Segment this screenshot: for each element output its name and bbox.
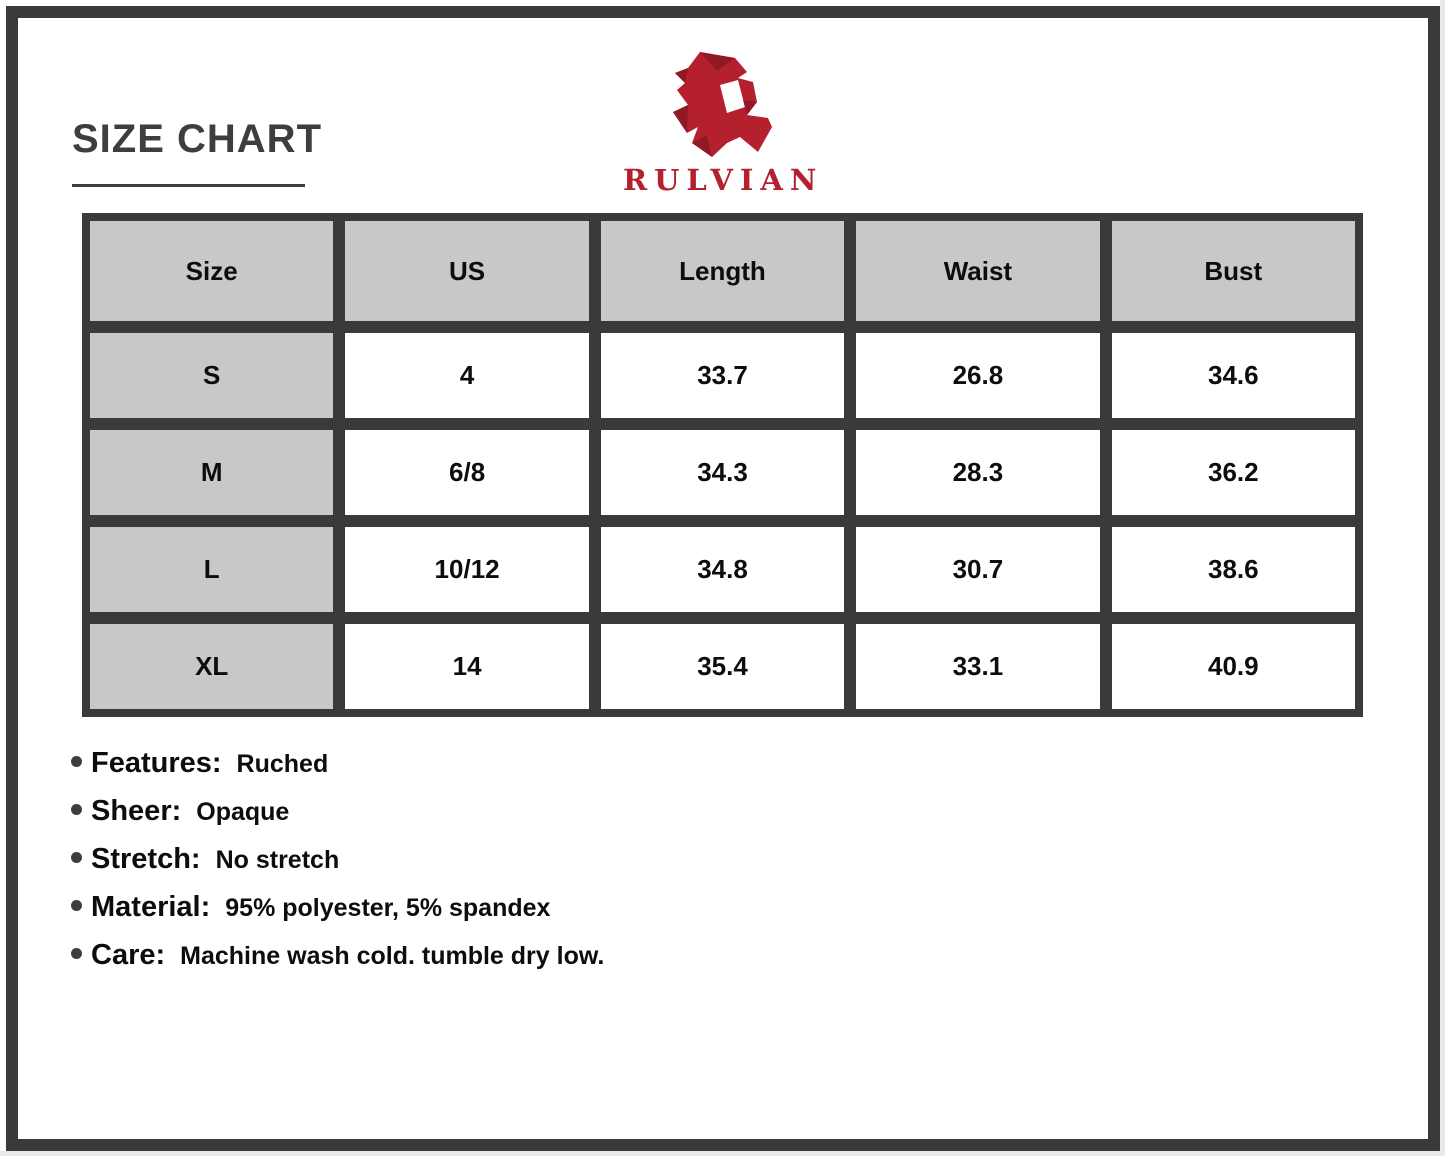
table-cell: 40.9 [1111, 624, 1355, 709]
detail-value: 95% polyester, 5% spandex [225, 894, 551, 922]
list-item-stretch: Stretch: No stretch [71, 843, 604, 891]
detail-label: Care: [91, 939, 166, 971]
row-label-s: S [90, 333, 334, 418]
detail-value: Ruched [236, 750, 329, 778]
table-cell: 38.6 [1111, 527, 1355, 612]
table-cell: 34.3 [600, 430, 845, 515]
list-item-care: Care: Machine wash cold. tumble dry low. [71, 939, 604, 987]
detail-label: Features: [91, 747, 222, 779]
page-title: SIZE CHART [72, 117, 322, 161]
table-cell: 10/12 [345, 527, 589, 612]
table-cell: 35.4 [600, 624, 845, 709]
detail-value: Opaque [196, 798, 290, 826]
table-cell: 28.3 [856, 430, 1100, 515]
table-cell: 33.7 [600, 333, 845, 418]
bullet-icon [71, 804, 82, 815]
column-header-waist: Waist [856, 221, 1100, 321]
detail-label: Material: [91, 891, 211, 923]
row-label-xl: XL [90, 624, 334, 709]
detail-label: Sheer: [91, 795, 182, 827]
brand-logo: RULVIAN [623, 52, 823, 197]
product-details-list: Features: Ruched Sheer: Opaque Stretch: … [71, 747, 604, 987]
row-label-m: M [90, 430, 334, 515]
brand-logo-r-icon [673, 52, 772, 157]
brand-name: RULVIAN [623, 163, 824, 197]
table-cell: 14 [345, 624, 589, 709]
table-cell: 33.1 [856, 624, 1100, 709]
detail-value: Machine wash cold. tumble dry low. [180, 942, 605, 970]
row-label-l: L [90, 527, 334, 612]
list-item-sheer: Sheer: Opaque [71, 795, 604, 843]
page-edge-right [1440, 0, 1445, 1156]
column-header-length: Length [600, 221, 845, 321]
table-cell: 4 [345, 333, 589, 418]
table-cell: 34.8 [600, 527, 845, 612]
column-header-bust: Bust [1111, 221, 1355, 321]
column-header-us: US [345, 221, 589, 321]
column-header-size: Size [90, 221, 334, 321]
list-item-material: Material: 95% polyester, 5% spandex [71, 891, 604, 939]
list-item-features: Features: Ruched [71, 747, 604, 795]
size-chart-table: Size US Length Waist Bust S 4 33.7 26.8 … [82, 213, 1363, 717]
table-cell: 34.6 [1111, 333, 1355, 418]
detail-label: Stretch: [91, 843, 201, 875]
detail-value: No stretch [215, 846, 340, 874]
title-underline [72, 184, 305, 187]
table-cell: 26.8 [856, 333, 1100, 418]
table-cell: 36.2 [1111, 430, 1355, 515]
bullet-icon [71, 900, 82, 911]
page-edge-bottom [0, 1151, 1445, 1156]
bullet-icon [71, 756, 82, 767]
bullet-icon [71, 948, 82, 959]
table-cell: 6/8 [345, 430, 589, 515]
table-cell: 30.7 [856, 527, 1100, 612]
bullet-icon [71, 852, 82, 863]
